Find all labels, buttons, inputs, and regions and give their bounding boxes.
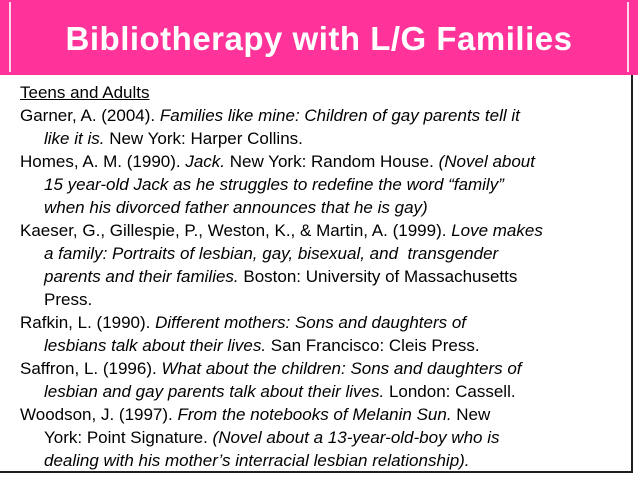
banner-seam-right xyxy=(627,2,629,72)
reference-text-segment: Homes, A. M. (1990). xyxy=(20,152,186,171)
slide-border-right xyxy=(631,75,633,473)
reference-text-segment: Press. xyxy=(44,290,93,309)
slide-title: Bibliotherapy with L/G Families xyxy=(65,19,573,57)
slide-border-bottom xyxy=(0,471,633,473)
reference-italic-segment: Different mothers: Sons and daughters of xyxy=(155,313,467,332)
title-banner: Bibliotherapy with L/G Families xyxy=(0,0,638,75)
reference-line: Rafkin, L. (1990). Different mothers: So… xyxy=(20,311,630,334)
slide-body: Teens and Adults Garner, A. (2004). Fami… xyxy=(20,81,630,472)
reference-line: like it is. New York: Harper Collins. xyxy=(20,127,630,150)
reference-text-segment: New York: Random House. xyxy=(225,152,439,171)
reference-italic-segment: dealing with his mother’s interracial le… xyxy=(44,451,470,470)
reference-entry: Rafkin, L. (1990). Different mothers: So… xyxy=(20,311,630,357)
reference-italic-segment: when his divorced father announces that … xyxy=(44,198,428,217)
reference-italic-segment: Families like mine: Children of gay pare… xyxy=(159,106,520,125)
reference-text-segment: New xyxy=(451,405,491,424)
reference-text-segment: Kaeser, G., Gillespie, P., Weston, K., &… xyxy=(20,221,452,240)
reference-text-segment: Woodson, J. (1997). xyxy=(20,405,178,424)
reference-line: when his divorced father announces that … xyxy=(20,196,630,219)
reference-italic-segment: lesbians talk about their lives. xyxy=(44,336,267,355)
reference-text-segment: Rafkin, L. (1990). xyxy=(20,313,156,332)
reference-text-segment: San Francisco: Cleis Press. xyxy=(266,336,480,355)
reference-line: dealing with his mother’s interracial le… xyxy=(20,449,630,472)
reference-line: lesbian and gay parents talk about their… xyxy=(20,380,630,403)
reference-entry: Homes, A. M. (1990). Jack. New York: Ran… xyxy=(20,150,630,219)
reference-line: York: Point Signature. (Novel about a 13… xyxy=(20,426,630,449)
reference-italic-segment: What about the children: Sons and daught… xyxy=(161,359,522,378)
reference-line: Woodson, J. (1997). From the notebooks o… xyxy=(20,403,630,426)
reference-italic-segment: 15 year-old Jack as he struggles to rede… xyxy=(44,175,504,194)
reference-entry: Woodson, J. (1997). From the notebooks o… xyxy=(20,403,630,472)
reference-entry: Saffron, L. (1996). What about the child… xyxy=(20,357,630,403)
reference-text-segment: York: Point Signature. xyxy=(44,428,213,447)
reference-line: parents and their families. Boston: Univ… xyxy=(20,265,630,288)
reference-italic-segment: parents and their families. xyxy=(44,267,239,286)
reference-line: a family: Portraits of lesbian, gay, bis… xyxy=(20,242,630,265)
reference-line: Saffron, L. (1996). What about the child… xyxy=(20,357,630,380)
reference-line: 15 year-old Jack as he struggles to rede… xyxy=(20,173,630,196)
reference-line: lesbians talk about their lives. San Fra… xyxy=(20,334,630,357)
reference-italic-segment: (Novel about xyxy=(438,152,535,171)
reference-italic-segment: (Novel about a 13-year-old-boy who is xyxy=(212,428,500,447)
references-list: Garner, A. (2004). Families like mine: C… xyxy=(20,104,630,472)
reference-text-segment: Boston: University of Massachusetts xyxy=(238,267,518,286)
reference-text-segment: Garner, A. (2004). xyxy=(20,106,160,125)
reference-text-segment: London: Cassell. xyxy=(384,382,516,401)
reference-line: Kaeser, G., Gillespie, P., Weston, K., &… xyxy=(20,219,630,242)
reference-text-segment: New York: Harper Collins. xyxy=(104,129,303,148)
reference-italic-segment: like it is. xyxy=(44,129,105,148)
reference-entry: Garner, A. (2004). Families like mine: C… xyxy=(20,104,630,150)
reference-line: Garner, A. (2004). Families like mine: C… xyxy=(20,104,630,127)
reference-italic-segment: From the notebooks of Melanin Sun. xyxy=(177,405,452,424)
reference-entry: Kaeser, G., Gillespie, P., Weston, K., &… xyxy=(20,219,630,311)
reference-italic-segment: Jack. xyxy=(185,152,226,171)
reference-italic-segment: lesbian and gay parents talk about their… xyxy=(44,382,385,401)
reference-line: Homes, A. M. (1990). Jack. New York: Ran… xyxy=(20,150,630,173)
reference-italic-segment: Love makes xyxy=(451,221,543,240)
reference-text-segment: Saffron, L. (1996). xyxy=(20,359,162,378)
reference-italic-segment: a family: Portraits of lesbian, gay, bis… xyxy=(44,244,499,263)
section-heading: Teens and Adults xyxy=(20,83,150,102)
banner-seam-left xyxy=(9,2,11,72)
reference-line: Press. xyxy=(20,288,630,311)
